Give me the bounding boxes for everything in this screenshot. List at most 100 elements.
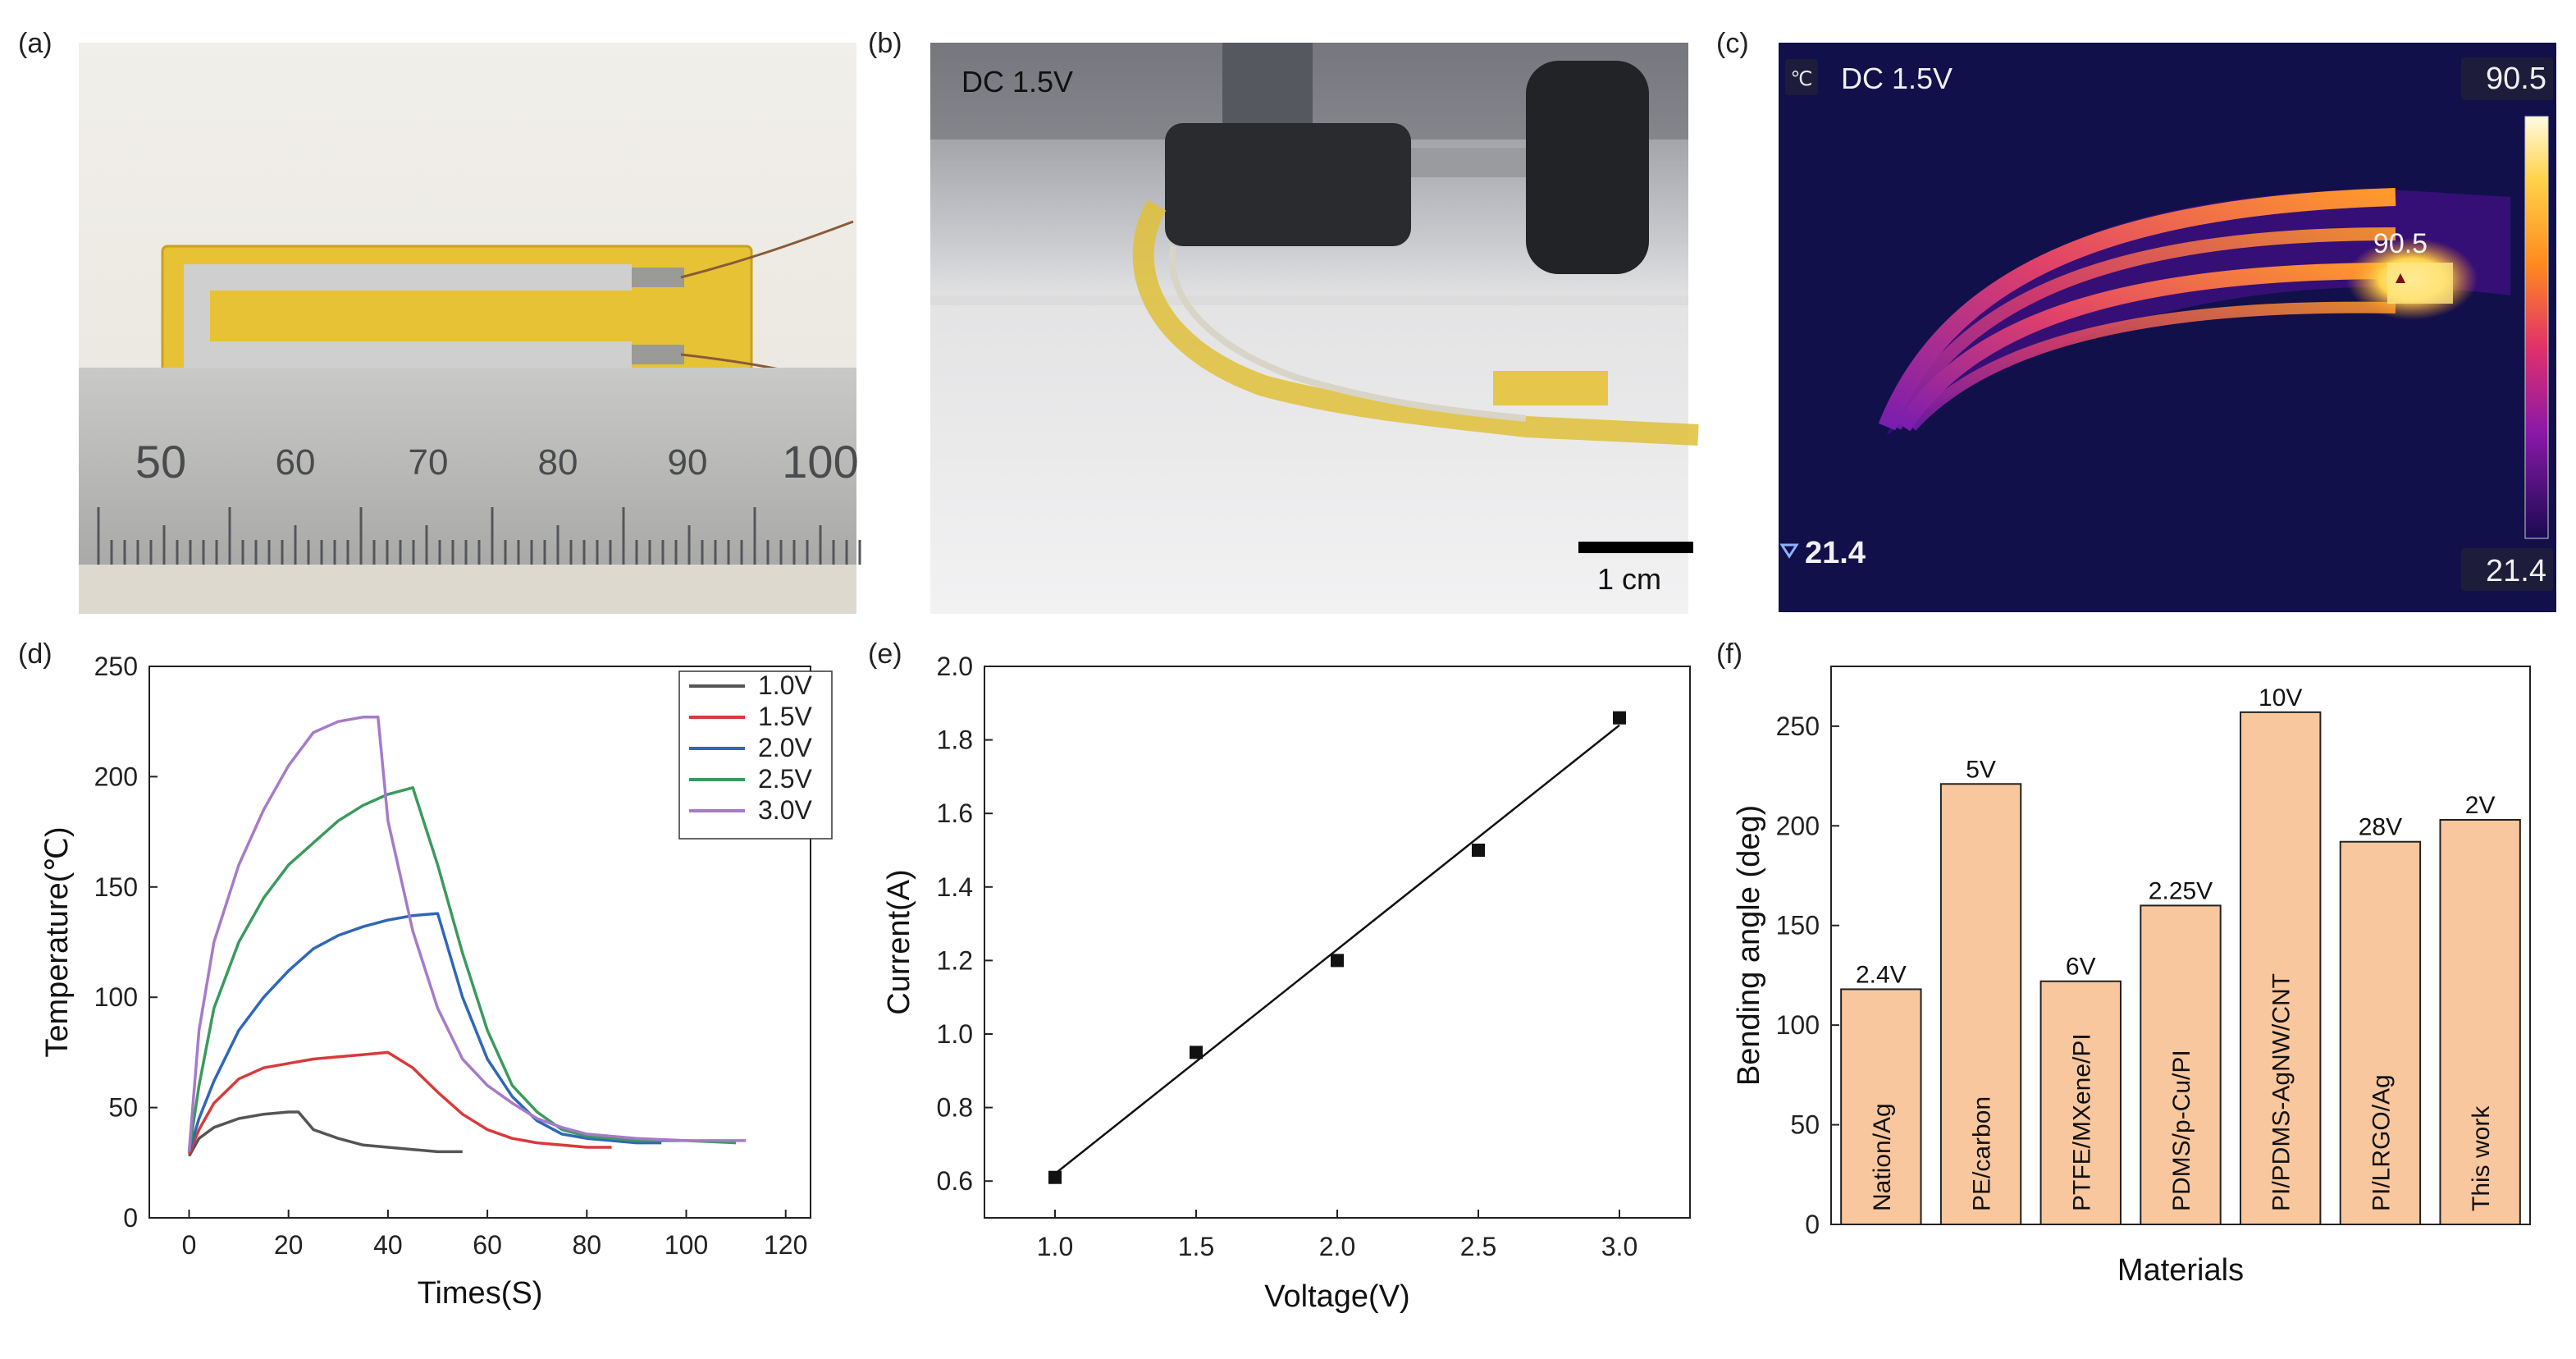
y-tick-label: 150 xyxy=(94,872,138,902)
legend-entry: 2.0V xyxy=(758,733,812,762)
x-tick-label: 20 xyxy=(274,1230,304,1260)
x-axis-label: Times(S) xyxy=(418,1276,543,1311)
series-line xyxy=(187,912,662,1152)
thermal-trace xyxy=(1896,263,2396,432)
series-line xyxy=(187,1110,463,1157)
min-marker-value: 21.4 xyxy=(1805,536,1866,570)
ruler-numbers: 50 60 70 80 90 100 xyxy=(135,436,859,487)
ruler-number: 80 xyxy=(538,442,578,483)
y-tick-label: 100 xyxy=(1776,1010,1820,1040)
min-marker-icon xyxy=(1779,543,1799,559)
heater-trace xyxy=(1168,245,1527,422)
bar xyxy=(2339,840,2422,1225)
data-point xyxy=(1613,711,1626,725)
chart-current-vs-voltage: 1.0 1.5 2.0 2.5 3.0 0.6 0.8 1.0 1.2 1.4 1.6 1.8 2.0 V… xyxy=(882,652,1691,1314)
legend-entry: 3.0V xyxy=(758,795,812,825)
y-axis-label: Current(A) xyxy=(882,869,916,1014)
legend-entry: 1.5V xyxy=(758,702,812,731)
bar-voltage-label: 6V xyxy=(2066,954,2096,981)
bar-category-label: PI/PDMS-AgNW/CNT xyxy=(2268,973,2295,1211)
panel-e-label: (e) xyxy=(868,638,902,670)
panel-a-label: (a) xyxy=(18,28,53,59)
panel-a-photo: 50 60 70 80 90 100 xyxy=(79,43,861,614)
x-tick-label: 40 xyxy=(373,1230,403,1260)
y-tick-label: 0.8 xyxy=(937,1093,973,1123)
panel-c: (c) 90.5 ℃ DC 1.5V 90.5 21.4 21.4 xyxy=(1716,28,2556,612)
bar xyxy=(2439,819,2521,1225)
legend-entry: 1.0V xyxy=(758,670,812,700)
ruler-number: 50 xyxy=(135,436,186,487)
y-tick-label: 2.0 xyxy=(937,652,973,681)
x-tick-label: 1.0 xyxy=(1037,1232,1073,1261)
scale-min-value: 21.4 xyxy=(2486,554,2546,588)
y-axis-label: Temperature(℃) xyxy=(40,826,75,1057)
ruler-number: 100 xyxy=(782,436,858,487)
clamp-knob xyxy=(1526,61,1649,274)
legend-entry: 2.5V xyxy=(758,764,812,794)
y-tick-label: 1.0 xyxy=(937,1019,973,1049)
plot-frame xyxy=(984,666,1691,1219)
y-tick-label: 50 xyxy=(108,1093,138,1123)
panel-b-photo: DC 1.5V 1 cm xyxy=(930,43,1699,614)
y-tick-label: 1.4 xyxy=(937,872,973,902)
voltage-overlay: DC 1.5V xyxy=(961,65,1073,98)
chart-bending-angle: 0 50 100 150 200 250 Materials Bending angle (d… xyxy=(1732,666,2531,1288)
panel-c-label: (c) xyxy=(1716,28,1749,59)
bar xyxy=(1840,988,1922,1226)
y-tick-label: 1.8 xyxy=(937,725,973,755)
bar-category-label: PDMS/p-Cu/PI xyxy=(2168,1050,2195,1211)
bar-voltage-label: 2.25V xyxy=(2149,877,2213,904)
ruler-ticks xyxy=(97,507,861,565)
legend-box xyxy=(678,670,833,840)
x-tick-label: 120 xyxy=(764,1230,807,1260)
bar-voltage-label: 2V xyxy=(2465,792,2496,819)
hotspot-value: 90.5 xyxy=(2373,228,2428,259)
x-tick-label: 0 xyxy=(182,1230,197,1260)
bar xyxy=(2240,711,2322,1225)
celsius-icon: ℃ xyxy=(1791,68,1813,90)
panel-c-thermal: 90.5 ℃ DC 1.5V 90.5 21.4 21.4 xyxy=(1779,43,2556,612)
thermal-color-scale xyxy=(2524,116,2549,539)
y-tick-label: 0.6 xyxy=(937,1166,973,1196)
bar xyxy=(2140,904,2222,1226)
clamp-screw xyxy=(1411,148,1534,177)
chart-temperature-vs-time: 0 20 40 60 80 100 120 0 50 100 150 200 250 Times(S) Te… xyxy=(40,652,833,1311)
voltage-overlay: DC 1.5V xyxy=(1841,62,1953,95)
thermal-trace xyxy=(1878,188,2396,431)
y-axis-label: Bending angle (deg) xyxy=(1732,805,1766,1086)
data-point xyxy=(1190,1046,1203,1059)
data-point xyxy=(1331,954,1344,968)
lead-wire xyxy=(680,220,854,279)
y-tick-label: 150 xyxy=(1776,911,1820,940)
y-tick-label: 1.6 xyxy=(937,798,973,828)
panel-d-label: (d) xyxy=(18,638,53,670)
y-tick-label: 0 xyxy=(123,1203,138,1233)
ruler-number: 90 xyxy=(668,442,708,483)
series-line xyxy=(187,786,737,1152)
bar xyxy=(1939,783,2022,1225)
panel-b-label: (b) xyxy=(868,28,902,59)
heater-trace xyxy=(184,264,632,368)
y-tick-label: 0 xyxy=(1805,1210,1820,1239)
x-tick-label: 80 xyxy=(572,1230,601,1260)
series-line xyxy=(187,1050,612,1155)
scale-bar-label: 1 cm xyxy=(1597,562,1661,596)
bent-heater xyxy=(1132,199,1699,446)
bar-voltage-label: 28V xyxy=(2359,814,2402,841)
bar-category-label: PTFE/MXene/PI xyxy=(2068,1033,2095,1211)
y-tick-label: 250 xyxy=(94,652,138,681)
x-tick-label: 2.0 xyxy=(1319,1232,1355,1261)
bar xyxy=(2039,980,2122,1225)
bar-category-label: Nation/Ag xyxy=(1869,1103,1896,1211)
y-tick-label: 200 xyxy=(1776,811,1820,840)
x-axis-label: Voltage(V) xyxy=(1264,1279,1409,1314)
x-tick-label: 2.5 xyxy=(1460,1232,1496,1261)
y-tick-label: 50 xyxy=(1790,1110,1820,1140)
x-tick-label: 100 xyxy=(665,1230,708,1260)
ruler xyxy=(79,368,856,565)
fit-line xyxy=(1054,724,1620,1175)
clamp-block xyxy=(1165,123,1411,246)
y-tick-label: 200 xyxy=(94,762,138,791)
x-axis-label: Materials xyxy=(2117,1253,2244,1288)
